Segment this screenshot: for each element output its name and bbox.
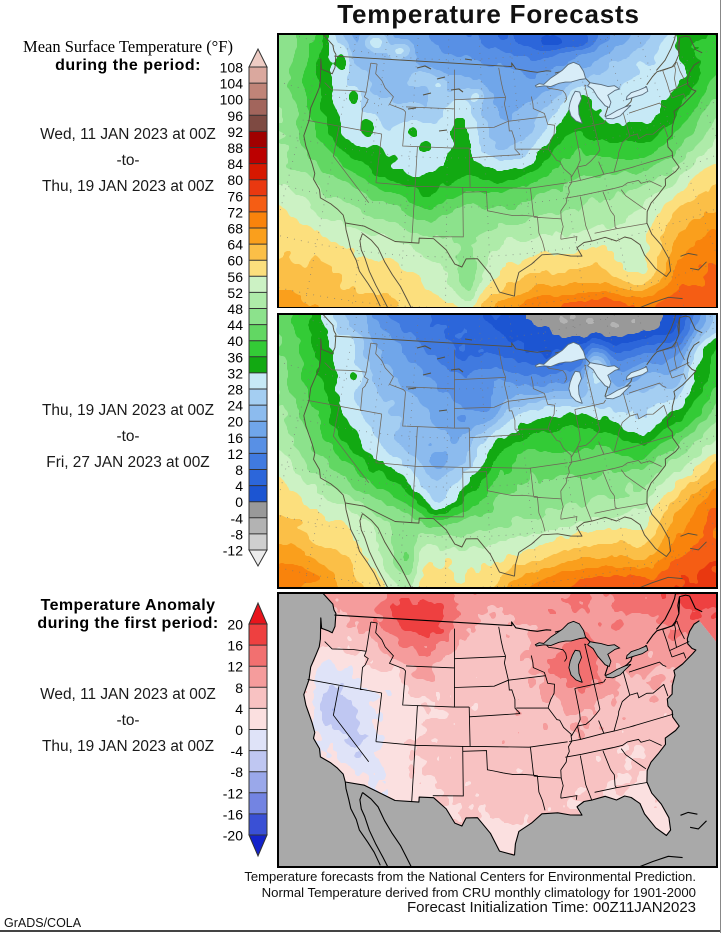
svg-text:84: 84 [227,156,243,172]
svg-text:0: 0 [235,722,243,738]
svg-text:-12: -12 [223,785,243,801]
svg-text:12: 12 [227,659,243,675]
svg-text:4: 4 [235,478,243,494]
svg-text:20: 20 [227,617,243,633]
svg-text:96: 96 [227,108,243,124]
svg-text:36: 36 [227,349,243,365]
svg-text:4: 4 [235,701,243,717]
svg-text:44: 44 [227,317,243,333]
svg-text:52: 52 [227,285,243,301]
svg-text:40: 40 [227,333,243,349]
svg-text:-8: -8 [231,526,244,542]
svg-text:-20: -20 [223,828,243,844]
svg-text:104: 104 [220,76,244,92]
svg-text:76: 76 [227,188,243,204]
svg-text:-16: -16 [223,806,243,822]
svg-text:8: 8 [235,462,243,478]
svg-text:-4: -4 [231,743,244,759]
svg-text:16: 16 [227,430,243,446]
svg-text:-8: -8 [231,764,244,780]
svg-text:28: 28 [227,382,243,398]
svg-text:20: 20 [227,414,243,430]
svg-text:16: 16 [227,638,243,654]
svg-text:80: 80 [227,172,243,188]
svg-text:108: 108 [220,60,244,76]
svg-text:48: 48 [227,301,243,317]
svg-text:64: 64 [227,237,243,253]
svg-text:8: 8 [235,680,243,696]
svg-text:72: 72 [227,204,243,220]
svg-text:60: 60 [227,253,243,269]
svg-text:92: 92 [227,124,243,140]
svg-text:24: 24 [227,398,243,414]
svg-text:100: 100 [220,92,244,108]
svg-text:12: 12 [227,446,243,462]
svg-text:56: 56 [227,269,243,285]
svg-text:88: 88 [227,140,243,156]
svg-text:0: 0 [235,494,243,510]
svg-text:68: 68 [227,221,243,237]
svg-text:32: 32 [227,365,243,381]
svg-text:-4: -4 [231,510,244,526]
svg-text:-12: -12 [223,543,243,559]
